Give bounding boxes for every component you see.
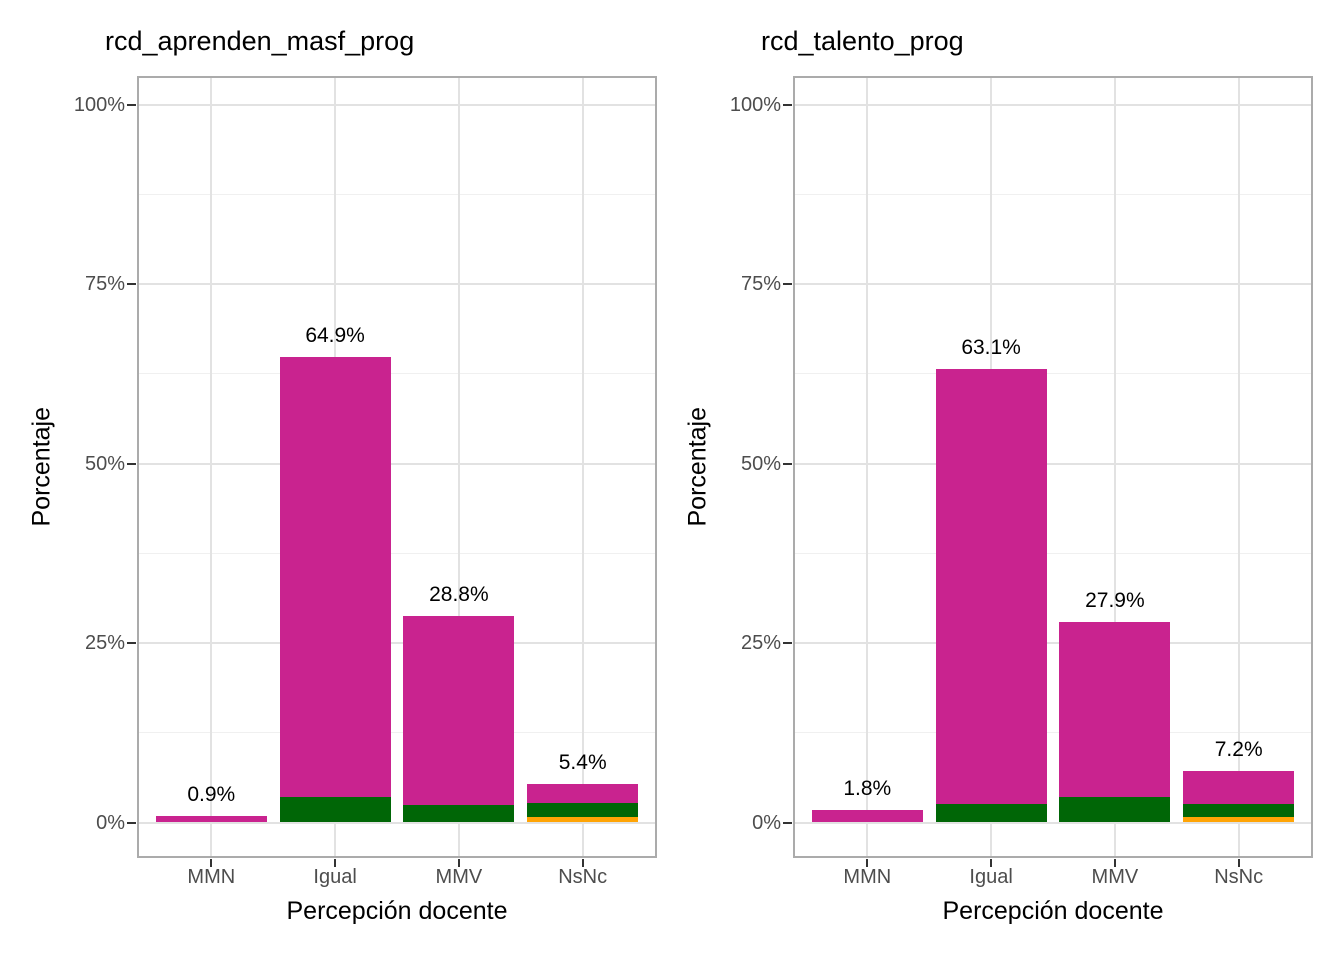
gridline-major [137,462,657,465]
x-axis-title: Percepción docente [286,897,508,925]
plot-title: rcd_aprenden_masf_prog [105,26,415,56]
x-tick-label: MMN [843,866,892,888]
bar-segment-magenta-segment [811,809,923,823]
bar-value-label: 0.9% [187,783,236,807]
bar-value-label: 5.4% [558,750,607,774]
x-tick-label: MMN [187,866,236,888]
bar-segment-green-segment [403,804,515,823]
bar-segment-orange-segment [1183,817,1295,823]
y-tick-label: 50% [740,452,781,475]
y-tick-label: 100% [73,93,125,116]
y-tick-mark [783,283,792,285]
bar-segment-green-segment [935,803,1047,823]
x-tick-mark [581,859,584,867]
x-tick-label: NsNc [1214,866,1264,888]
x-tick-mark [210,859,213,867]
y-tick-label: 75% [740,273,781,295]
gridline-minor [137,373,657,375]
y-tick-mark [783,642,792,644]
bar-segment-magenta-segment [527,783,639,804]
bar-segment-orange-segment [527,817,639,823]
x-tick-label: MMV [1091,866,1139,888]
y-tick-label: 0% [96,811,125,834]
gridline-minor [137,552,657,554]
x-tick-label: Igual [969,866,1013,888]
bar-value-label: 63.1% [961,336,1021,360]
bar-segment-magenta-segment [935,369,1047,804]
gridline-minor [137,193,657,195]
gridline-major [137,103,657,106]
bar-value-label: 7.2% [1214,737,1263,761]
y-tick-label: 100% [729,93,781,116]
gridline-major [457,76,460,858]
bar-segment-green-segment [279,797,391,823]
gridline-major [137,821,657,824]
x-tick-label: MMV [435,866,483,888]
bar-segment-green-segment [1059,797,1171,823]
bar-value-label: 28.8% [429,582,489,606]
gridline-minor [793,373,1313,375]
y-tick-mark [127,283,136,285]
bar-segment-magenta-segment [403,615,515,805]
y-tick-mark [127,642,136,644]
gridline-major [793,103,1313,106]
gridline-major [1113,76,1116,858]
y-tick-label: 50% [84,452,125,475]
bar-value-label: 1.8% [843,776,892,800]
gridline-major [866,76,869,858]
gridline-minor [793,732,1313,734]
x-tick-mark [1113,859,1116,867]
gridline-major [1237,76,1240,858]
bar-segment-green-segment [1183,803,1295,818]
gridline-major [210,76,213,858]
x-tick-mark [866,859,869,867]
x-tick-label: NsNc [558,866,608,888]
x-tick-label: Igual [313,866,357,888]
bar-segment-magenta-segment [1059,622,1171,798]
y-tick-mark [127,103,136,106]
bar-segment-magenta-segment [279,356,391,798]
x-tick-mark [990,859,993,867]
y-tick-label: 25% [740,632,781,654]
bar-value-label: 27.9% [1085,589,1145,613]
x-tick-mark [334,859,337,867]
y-tick-mark [783,821,792,824]
y-tick-mark [783,103,792,106]
gridline-major [793,821,1313,824]
bar-segment-green-segment [527,803,639,818]
bar-segment-magenta-segment [1183,770,1295,804]
bar-value-label: 64.9% [305,323,365,347]
x-tick-mark [1237,859,1240,867]
y-tick-label: 25% [84,632,125,654]
y-tick-mark [127,821,136,824]
y-tick-label: 75% [84,273,125,295]
gridline-major [137,283,657,285]
gridline-major [137,642,657,644]
gridline-minor [137,732,657,734]
bar-segment-magenta-segment [155,816,267,823]
gridline-major [793,462,1313,465]
plot-title: rcd_talento_prog [761,26,964,56]
y-tick-mark [127,462,136,465]
y-tick-mark [783,462,792,465]
gridline-major [793,283,1313,285]
gridline-major [793,642,1313,644]
gridline-major [581,76,584,858]
gridline-minor [793,193,1313,195]
gridline-minor [793,552,1313,554]
x-tick-mark [457,859,460,867]
y-tick-label: 0% [752,811,781,834]
x-axis-title: Percepción docente [942,897,1164,925]
